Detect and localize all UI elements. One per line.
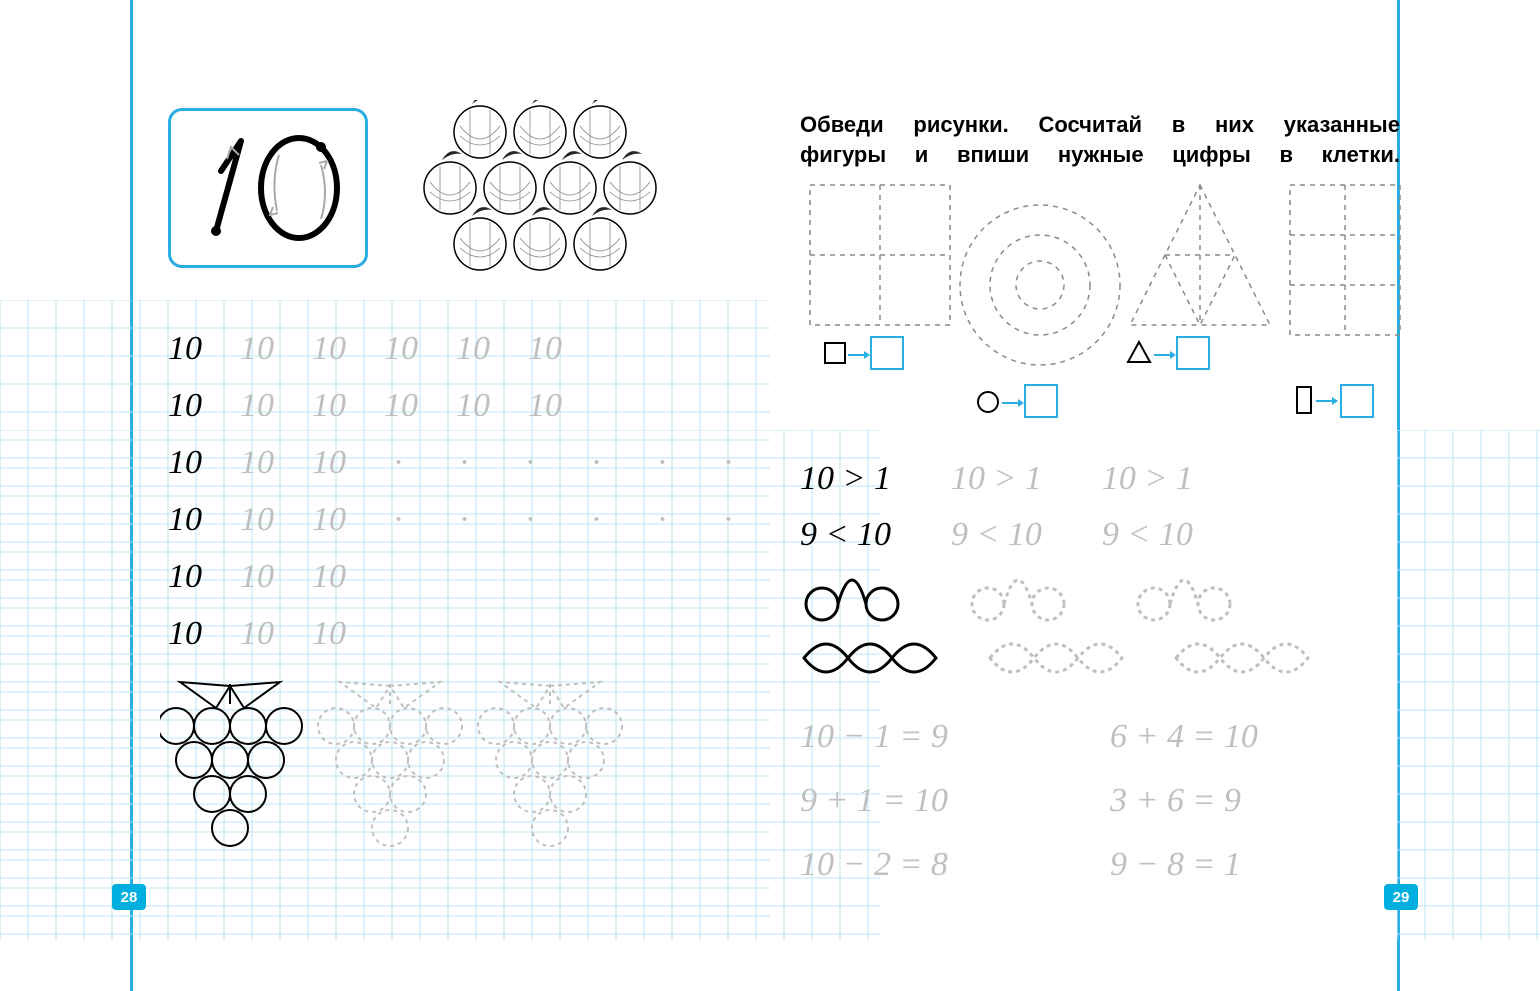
instruction-line-1: Обведирисунки.Сосчитайвнихуказанные — [800, 110, 1400, 140]
practice-row: 10 10 10 — [168, 615, 346, 653]
practice-dot: · — [582, 444, 610, 482]
practice-solid: 10 — [168, 330, 202, 368]
practice-dot: · — [648, 501, 676, 539]
practice-trace: 10 — [240, 387, 274, 425]
practice-dot: · — [384, 501, 412, 539]
page-number-left: 28 — [112, 884, 146, 910]
key-circle-icon — [976, 390, 1000, 414]
practice-trace: 10 — [312, 501, 346, 539]
practice-dot: · — [516, 501, 544, 539]
key-square-icon — [824, 342, 846, 364]
key-rectangle-icon — [1296, 386, 1312, 414]
inequality-trace: 9 < 10 — [951, 516, 1042, 554]
shape-puzzle — [800, 175, 1410, 425]
arrow-3 — [1154, 350, 1176, 360]
equation-cell: 6 + 4 = 10 — [1110, 718, 1258, 756]
answer-box-rectangles[interactable] — [1340, 384, 1374, 418]
pattern-infinity — [800, 630, 1380, 686]
practice-dot: · — [714, 444, 742, 482]
equation-cell: 3 + 6 = 9 — [1110, 782, 1241, 820]
oranges-group — [395, 100, 685, 290]
practice-trace: 10 — [456, 387, 490, 425]
practice-trace: 10 — [312, 387, 346, 425]
practice-trace: 10 — [240, 615, 274, 653]
practice-dot: · — [450, 501, 478, 539]
inequality-row: 10 > 1 10 > 1 10 > 1 — [800, 460, 1193, 498]
practice-row: 10 10 10 10 10 10 — [168, 330, 562, 368]
practice-trace: 10 — [384, 387, 418, 425]
page-number-right: 29 — [1384, 884, 1418, 910]
practice-solid: 10 — [168, 387, 202, 425]
practice-dot: · — [582, 501, 610, 539]
practice-trace: 10 — [456, 330, 490, 368]
inequality-row: 9 < 10 9 < 10 9 < 10 — [800, 516, 1193, 554]
practice-dot: · — [384, 444, 412, 482]
practice-trace: 10 — [240, 558, 274, 596]
practice-trace: 10 — [384, 330, 418, 368]
answer-box-circles[interactable] — [1024, 384, 1058, 418]
practice-trace: 10 — [528, 330, 562, 368]
far-left-strip — [0, 300, 132, 940]
practice-dot: · — [648, 444, 676, 482]
practice-solid: 10 — [168, 615, 202, 653]
number-box-10 — [168, 108, 368, 268]
page-number-left-value: 28 — [121, 889, 138, 906]
inequality-trace: 10 > 1 — [951, 460, 1042, 498]
practice-trace: 10 — [240, 444, 274, 482]
practice-trace: 10 — [240, 330, 274, 368]
practice-trace: 10 — [312, 615, 346, 653]
inequality-trace: 10 > 1 — [1102, 460, 1193, 498]
practice-solid: 10 — [168, 558, 202, 596]
instruction-text: Обведирисунки.Сосчитайвнихуказанные фигу… — [800, 110, 1400, 169]
equation-cell: 10 − 1 = 9 — [800, 718, 948, 756]
inequality-solid: 9 < 10 — [800, 516, 891, 554]
practice-solid: 10 — [168, 501, 202, 539]
practice-dot: · — [516, 444, 544, 482]
answer-box-triangles[interactable] — [1176, 336, 1210, 370]
far-right-strip — [1397, 430, 1540, 940]
grapes-group — [160, 680, 640, 920]
practice-row: 10 10 10 · · · · · · — [168, 444, 742, 482]
key-triangle-icon — [1126, 340, 1152, 364]
equation-cell: 10 − 2 = 8 — [800, 846, 948, 884]
inequality-trace: 9 < 10 — [1102, 516, 1193, 554]
practice-trace: 10 — [240, 501, 274, 539]
practice-solid: 10 — [168, 444, 202, 482]
practice-row: 10 10 10 — [168, 558, 346, 596]
practice-trace: 10 — [528, 387, 562, 425]
practice-trace: 10 — [312, 558, 346, 596]
pattern-loops — [800, 570, 1380, 626]
workbook-spread: Обведирисунки.Сосчитайвнихуказанные фигу… — [0, 0, 1540, 991]
equation-cell: 9 − 8 = 1 — [1110, 846, 1241, 884]
arrow-1 — [848, 350, 870, 360]
instruction-line-2: фигурыивпишинужныецифрывклетки. — [800, 140, 1400, 170]
page-number-right-value: 29 — [1393, 889, 1410, 906]
practice-trace: 10 — [312, 444, 346, 482]
practice-trace: 10 — [312, 330, 346, 368]
practice-row: 10 10 10 · · · · · · — [168, 501, 742, 539]
practice-row: 10 10 10 10 10 10 — [168, 387, 562, 425]
practice-dot: · — [714, 501, 742, 539]
arrow-2 — [1002, 398, 1024, 408]
practice-dot: · — [450, 444, 478, 482]
answer-box-squares[interactable] — [870, 336, 904, 370]
inequality-solid: 10 > 1 — [800, 460, 891, 498]
equation-cell: 9 + 1 = 10 — [800, 782, 948, 820]
arrow-4 — [1316, 396, 1338, 406]
